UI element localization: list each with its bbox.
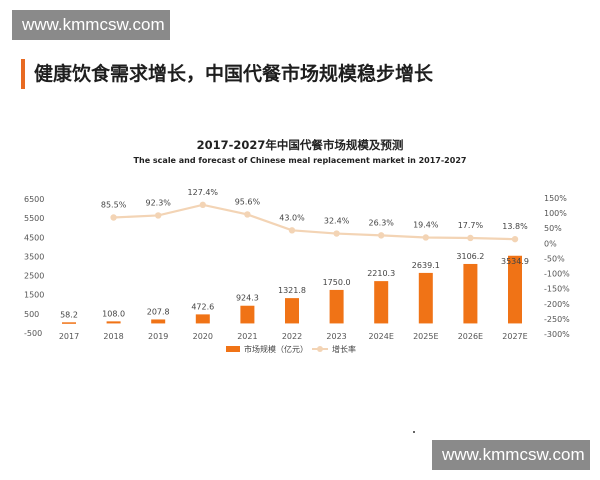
growth-rate-label: 32.4% xyxy=(324,217,350,226)
y-right-tick-label: 100% xyxy=(544,209,567,218)
growth-rate-point xyxy=(288,227,296,234)
x-tick-label: 2024E xyxy=(368,332,393,341)
x-tick-label: 2026E xyxy=(458,332,483,341)
watermark-top: www.kmmcsw.com xyxy=(12,10,170,40)
x-tick-label: 2019 xyxy=(148,332,168,341)
y-right-tick-label: -300% xyxy=(544,330,570,339)
bar-value-label: 1321.8 xyxy=(278,286,306,295)
growth-rate-label: 85.5% xyxy=(101,200,127,209)
bar xyxy=(195,314,210,324)
x-tick-label: 2022 xyxy=(282,332,302,341)
bar xyxy=(151,319,166,324)
y-left-tick-label: 4500 xyxy=(24,233,44,242)
bar xyxy=(418,272,433,324)
bar xyxy=(240,305,255,324)
bar xyxy=(285,298,299,324)
growth-rate-label: 95.6% xyxy=(235,197,261,206)
bar-value-label: 207.8 xyxy=(147,307,170,316)
y-left-tick-label: -500 xyxy=(24,329,42,338)
growth-rate-label: 17.7% xyxy=(458,221,484,230)
x-tick-label: 2025E xyxy=(413,332,438,341)
y-right-tick-label: 0% xyxy=(544,239,557,248)
y-right-tick-label: -200% xyxy=(544,300,570,309)
bar xyxy=(374,281,389,324)
legend-bar-swatch xyxy=(226,346,240,352)
growth-rate-label: 19.4% xyxy=(413,220,439,229)
bar xyxy=(329,289,344,324)
page-headline: 健康饮食需求增长，中国代餐市场规模稳步增长 xyxy=(34,63,434,85)
x-tick-label: 2020 xyxy=(193,332,213,341)
legend-line-label: 增长率 xyxy=(332,344,356,354)
x-tick-label: 2018 xyxy=(103,332,123,341)
growth-rate-label: 92.3% xyxy=(145,198,171,207)
bar xyxy=(62,322,76,324)
headline-accent-bar xyxy=(21,59,25,89)
watermark-bottom: www.kmmcsw.com xyxy=(432,440,590,470)
y-right-tick-label: 150% xyxy=(544,194,567,203)
growth-rate-point xyxy=(199,201,206,209)
bar xyxy=(508,255,522,324)
y-left-tick-label: 3500 xyxy=(24,252,44,261)
growth-rate-label: 127.4% xyxy=(188,188,219,197)
x-tick-label: 2023 xyxy=(326,332,346,341)
growth-rate-label: 13.8% xyxy=(502,222,528,231)
bar xyxy=(463,263,478,324)
legend-line-marker xyxy=(317,346,323,352)
bar-value-label: 2210.3 xyxy=(367,269,395,278)
growth-rate-line xyxy=(113,203,516,241)
chart-title: 2017-2027年中国代餐市场规模及预测 xyxy=(196,138,404,152)
growth-rate-point xyxy=(422,234,429,241)
bar xyxy=(106,321,121,324)
growth-rate-label: 43.0% xyxy=(279,213,305,222)
y-right-tick-label: -100% xyxy=(544,270,570,279)
growth-rate-point xyxy=(511,235,519,243)
bar-value-label: 108.0 xyxy=(102,309,125,318)
y-left-tick-label: 500 xyxy=(24,310,39,319)
x-tick-label: 2017 xyxy=(59,332,79,341)
y-right-tick-label: -50% xyxy=(544,254,565,263)
y-left-tick-label: 2500 xyxy=(24,272,44,281)
bar-value-label: 3106.2 xyxy=(456,252,484,261)
legend-bar-label: 市场规模（亿元） xyxy=(244,344,308,354)
decorative-dot xyxy=(413,431,415,433)
growth-rate-point xyxy=(333,230,340,237)
chart-subtitle: The scale and forecast of Chinese meal r… xyxy=(133,156,467,165)
x-tick-label: 2021 xyxy=(237,332,257,341)
bar-value-label: 2639.1 xyxy=(412,261,440,270)
bar-value-label: 472.6 xyxy=(191,302,214,311)
y-right-tick-label: 50% xyxy=(544,224,562,233)
y-left-tick-label: 6500 xyxy=(24,195,44,204)
y-left-tick-label: 1500 xyxy=(24,291,44,300)
bar-value-label: 3534.9 xyxy=(501,257,529,266)
growth-rate-point xyxy=(378,232,385,239)
growth-rate-point xyxy=(467,234,474,242)
growth-rate-label: 26.3% xyxy=(368,218,394,227)
y-right-tick-label: -250% xyxy=(544,315,570,324)
y-left-tick-label: 5500 xyxy=(24,214,44,223)
growth-rate-point xyxy=(244,211,251,218)
bar-value-label: 58.2 xyxy=(60,310,78,319)
growth-rate-point xyxy=(155,212,162,219)
growth-rate-point xyxy=(110,214,117,221)
y-right-tick-label: -150% xyxy=(544,285,570,294)
bar-value-label: 924.3 xyxy=(236,294,259,303)
bar-value-label: 1750.0 xyxy=(323,278,351,287)
x-tick-label: 2027E xyxy=(502,332,527,341)
